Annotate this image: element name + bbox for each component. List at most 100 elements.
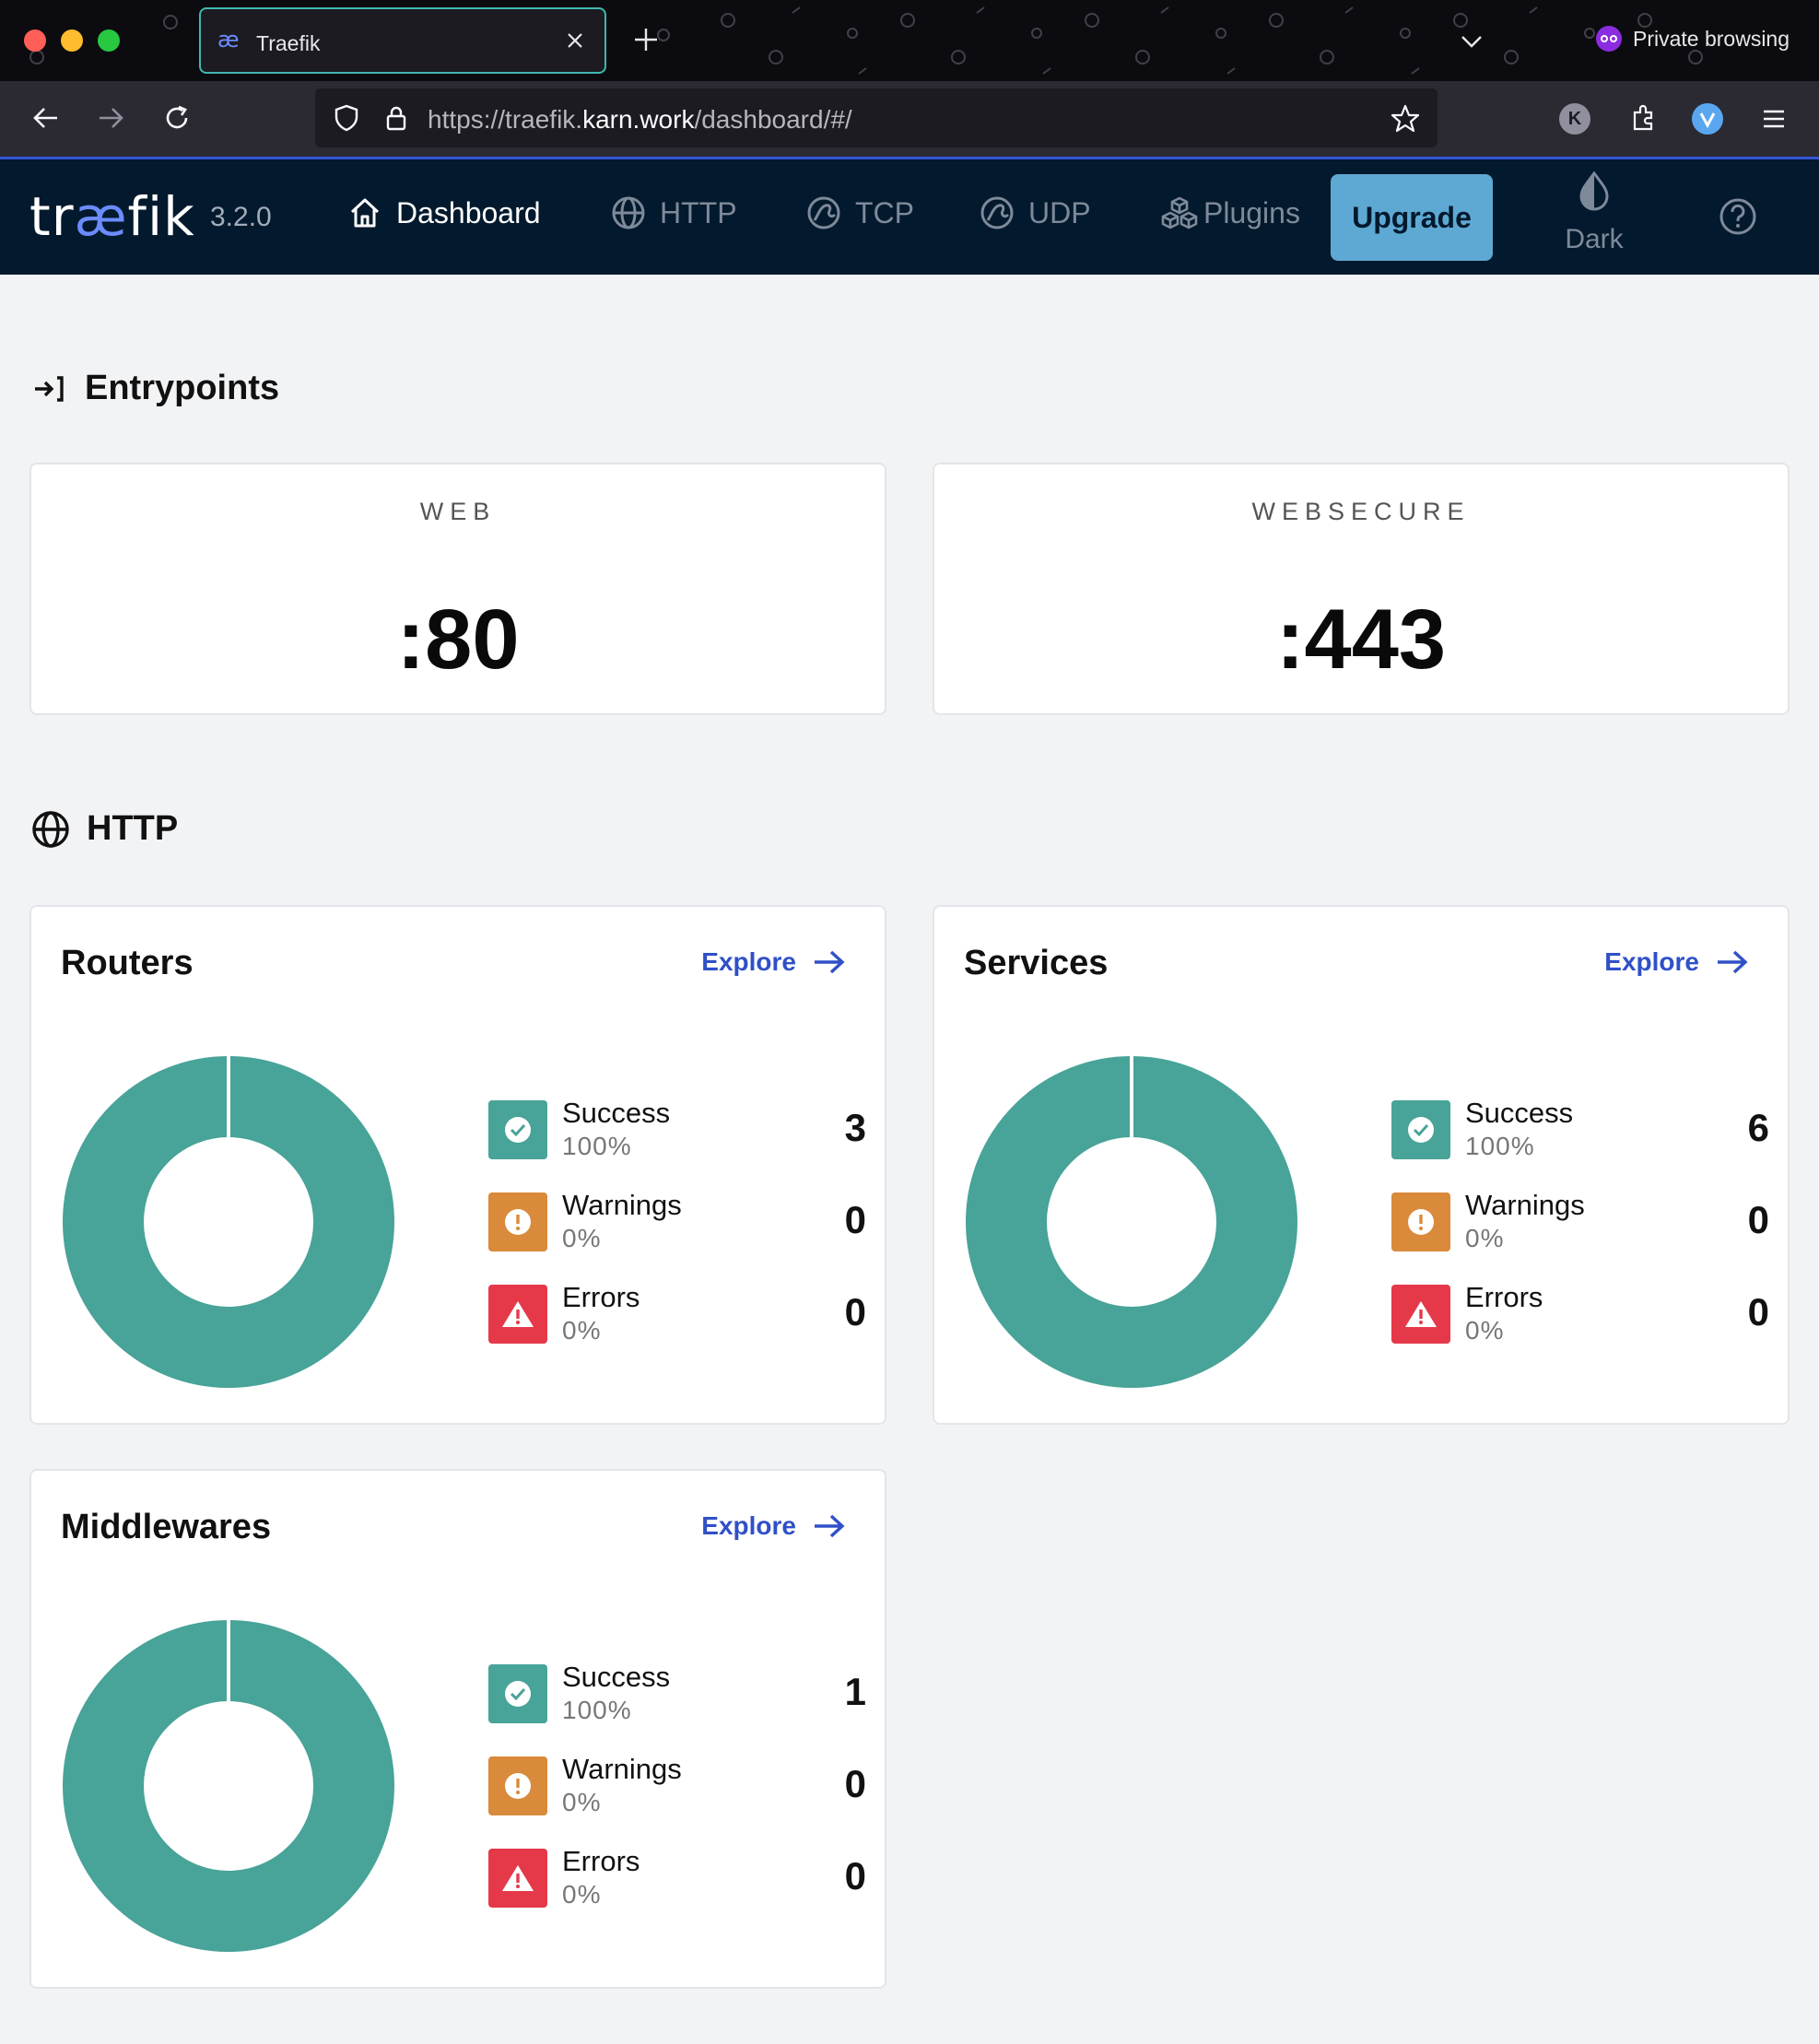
error-triangle-icon [488,1849,547,1908]
stat-label: Errors [562,1281,640,1313]
stat-percent: 0% [562,1316,602,1345]
routers-stats: Success 100% 3 Warnings 0% 0 Errors 0% 0 [488,1097,866,1373]
nav-http[interactable]: HTTP [610,194,737,231]
stat-success: Success 100% 6 [1391,1097,1769,1189]
upgrade-button[interactable]: Upgrade [1331,174,1493,261]
middlewares-explore-link[interactable]: Explore [701,1511,846,1541]
account-avatar[interactable]: K [1559,103,1590,135]
entrypoint-arrow-icon [35,375,64,402]
stat-count: 0 [844,1762,866,1805]
lock-icon[interactable] [381,103,411,137]
nav-plugins-label: Plugins [1203,195,1300,229]
nav-http-label: HTTP [660,195,737,229]
nav-tcp[interactable]: TCP [805,194,914,231]
entrypoint-card-web[interactable]: WEB :80 [29,463,886,715]
stat-percent: 0% [1465,1224,1505,1252]
close-tab-icon[interactable] [562,28,588,58]
private-browsing-indicator: Private browsing [1596,26,1790,52]
stat-count: 0 [1747,1290,1769,1333]
tcp-icon [807,196,840,229]
warning-exclamation-icon [1391,1192,1450,1251]
nav-plugins[interactable]: Plugins [1159,194,1300,231]
new-tab-icon[interactable] [632,26,660,58]
extension-v-icon[interactable] [1692,103,1723,135]
entrypoints-heading: Entrypoints [31,369,279,408]
window-minimize-button[interactable] [61,29,83,52]
traefik-logo[interactable]: træfik [29,185,195,248]
http-heading: HTTP [31,809,178,849]
success-check-icon [488,1664,547,1723]
success-check-icon [488,1100,547,1159]
window-zoom-button[interactable] [98,29,120,52]
middlewares-title: Middlewares [61,1508,272,1546]
services-donut-chart [966,1056,1297,1388]
stat-count: 0 [844,1198,866,1241]
stat-percent: 100% [562,1132,632,1160]
forward-arrow-icon[interactable] [94,101,127,139]
stat-label: Warnings [562,1189,682,1221]
reload-icon[interactable] [160,101,194,139]
nav-dashboard[interactable]: Dashboard [346,194,541,231]
services-explore-link[interactable]: Explore [1604,947,1749,977]
entrypoint-card-websecure[interactable]: WEBSECURE :443 [933,463,1790,715]
window-close-button[interactable] [24,29,46,52]
stat-success: Success 100% 3 [488,1097,866,1189]
routers-title: Routers [61,944,194,982]
stat-count: 3 [844,1106,866,1149]
middlewares-card: Middlewares Explore Success 100% 1 Warni… [29,1469,886,1989]
nav-udp[interactable]: UDP [979,194,1091,231]
stat-label: Success [562,1661,671,1693]
entrypoint-name: WEBSECURE [1251,498,1471,525]
routers-explore-link[interactable]: Explore [701,947,846,977]
stat-percent: 0% [562,1224,602,1252]
plugins-icon [1161,196,1198,229]
app-header: træfik 3.2.0 Dashboard HTTP TCP UDP Plug… [0,157,1819,275]
tab-title: Traefik [256,31,321,55]
hamburger-menu-icon[interactable] [1760,105,1788,137]
stat-percent: 0% [1465,1316,1505,1345]
arrow-right-icon [815,950,845,974]
arrow-right-icon [815,1514,845,1538]
stat-percent: 100% [562,1696,632,1724]
explore-label: Explore [701,947,796,976]
svg-text:æ: æ [217,27,240,53]
tracking-protection-shield-icon[interactable] [332,103,361,137]
services-stats: Success 100% 6 Warnings 0% 0 Errors 0% 0 [1391,1097,1769,1373]
nav-dashboard-label: Dashboard [396,195,541,229]
address-bar[interactable]: https://traefik.karn.work/dashboard/#/ [315,88,1438,147]
stat-count: 6 [1747,1106,1769,1149]
globe-icon [32,810,69,848]
stat-count: 0 [844,1290,866,1333]
url-text[interactable]: https://traefik.karn.work/dashboard/#/ [428,105,852,134]
error-triangle-icon [1391,1285,1450,1344]
warning-exclamation-icon [488,1756,547,1815]
extensions-puzzle-icon[interactable] [1627,101,1661,139]
stat-percent: 0% [562,1880,602,1909]
warning-exclamation-icon [488,1192,547,1251]
middlewares-donut-chart [63,1620,394,1952]
back-arrow-icon[interactable] [29,101,63,139]
routers-donut-chart [63,1056,394,1388]
bookmark-star-icon[interactable] [1390,103,1421,139]
explore-label: Explore [1604,947,1699,976]
browser-nav-bar: https://traefik.karn.work/dashboard/#/ K [0,81,1819,157]
services-card: Services Explore Success 100% 6 Warnings… [933,905,1790,1425]
stat-label: Warnings [562,1753,682,1785]
tab-bar-pattern [29,6,1703,75]
browser-tab-traefik[interactable]: æ Traefik [199,7,606,74]
middlewares-stats: Success 100% 1 Warnings 0% 0 Errors 0% 0 [488,1661,866,1937]
success-check-icon [1391,1100,1450,1159]
tab-list-chevron-icon[interactable] [1458,28,1485,60]
stat-label: Errors [1465,1281,1543,1313]
dark-theme-toggle[interactable]: Dark [1557,170,1631,255]
stat-errors: Errors 0% 0 [1391,1281,1769,1373]
stat-percent: 100% [1465,1132,1535,1160]
routers-card: Routers Explore Success 100% 3 Warnings … [29,905,886,1425]
error-triangle-icon [488,1285,547,1344]
help-icon[interactable] [1718,196,1758,241]
stat-warnings: Warnings 0% 0 [1391,1189,1769,1281]
private-mask-icon [1596,26,1622,52]
stat-label: Success [562,1097,671,1129]
home-icon [350,198,380,228]
nav-udp-label: UDP [1028,195,1091,229]
